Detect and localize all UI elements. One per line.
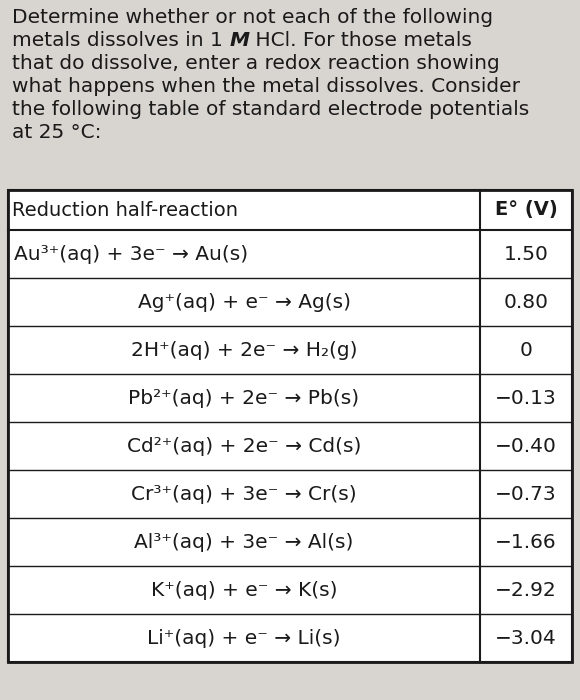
Text: Pb²⁺(aq) + 2e⁻ → Pb(s): Pb²⁺(aq) + 2e⁻ → Pb(s): [128, 389, 360, 407]
Text: 1.50: 1.50: [503, 244, 549, 263]
Text: Cr³⁺(aq) + 3e⁻ → Cr(s): Cr³⁺(aq) + 3e⁻ → Cr(s): [131, 484, 357, 503]
Text: −3.04: −3.04: [495, 629, 557, 648]
Text: −0.13: −0.13: [495, 389, 557, 407]
Text: what happens when the metal dissolves. Consider: what happens when the metal dissolves. C…: [12, 77, 520, 96]
Text: the following table of standard electrode potentials: the following table of standard electrod…: [12, 100, 529, 119]
Text: Al³⁺(aq) + 3e⁻ → Al(s): Al³⁺(aq) + 3e⁻ → Al(s): [135, 533, 354, 552]
Bar: [8, 190, 572, 662]
Text: Reduction half-reaction: Reduction half-reaction: [12, 200, 238, 220]
Bar: [8, 190, 572, 662]
Text: 0.80: 0.80: [503, 293, 549, 312]
Text: 0: 0: [520, 340, 532, 360]
Text: Au³⁺(aq) + 3e⁻ → Au(s): Au³⁺(aq) + 3e⁻ → Au(s): [14, 244, 248, 263]
Text: M: M: [229, 31, 249, 50]
Text: metals dissolves in 1: metals dissolves in 1: [12, 31, 229, 50]
Text: −1.66: −1.66: [495, 533, 557, 552]
Text: Determine whether or not each of the following: Determine whether or not each of the fol…: [12, 8, 493, 27]
Text: Cd²⁺(aq) + 2e⁻ → Cd(s): Cd²⁺(aq) + 2e⁻ → Cd(s): [127, 437, 361, 456]
Text: −0.40: −0.40: [495, 437, 557, 456]
Text: −0.73: −0.73: [495, 484, 557, 503]
Text: 2H⁺(aq) + 2e⁻ → H₂(g): 2H⁺(aq) + 2e⁻ → H₂(g): [130, 340, 357, 360]
Text: K⁺(aq) + e⁻ → K(s): K⁺(aq) + e⁻ → K(s): [151, 580, 337, 599]
Text: E° (V): E° (V): [495, 200, 557, 220]
Text: Li⁺(aq) + e⁻ → Li(s): Li⁺(aq) + e⁻ → Li(s): [147, 629, 341, 648]
Text: Ag⁺(aq) + e⁻ → Ag(s): Ag⁺(aq) + e⁻ → Ag(s): [137, 293, 350, 312]
Text: that do dissolve, enter a redox reaction showing: that do dissolve, enter a redox reaction…: [12, 54, 500, 73]
Text: −2.92: −2.92: [495, 580, 557, 599]
Text: at 25 °C:: at 25 °C:: [12, 123, 102, 142]
Text: HCl. For those metals: HCl. For those metals: [249, 31, 472, 50]
